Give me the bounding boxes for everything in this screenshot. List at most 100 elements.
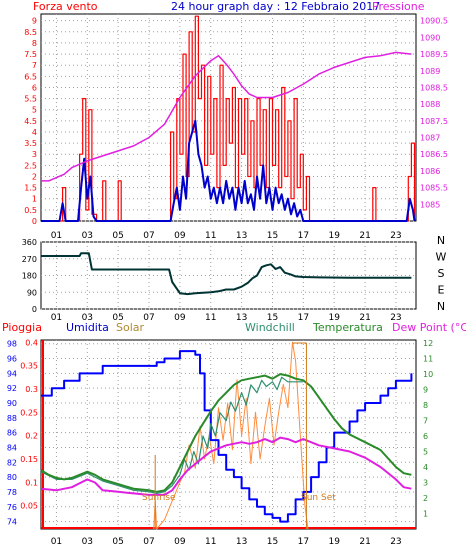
temperature-series-line	[40, 373, 412, 493]
wind-tick-8: 4	[32, 128, 37, 137]
temp-tick-2: 3	[423, 479, 428, 488]
x-tick-1-7: 15	[267, 231, 278, 241]
date-title: 24 hour graph day : 12 Febbraio 2017	[171, 0, 380, 13]
humidity-tick-8: 90	[7, 399, 17, 408]
temp-tick-1: 2	[423, 494, 428, 503]
wind-tick-2: 1	[32, 195, 37, 204]
x-tick-1-0: 01	[51, 231, 62, 241]
compass-label-3: E	[438, 284, 445, 297]
humidity-tick-5: 84	[7, 443, 17, 452]
sunrise-label: Sunrise	[142, 493, 176, 503]
humidity-series-line	[41, 350, 413, 523]
solar-series-line	[153, 341, 309, 530]
legend-solar: Solar	[116, 321, 145, 334]
temp-tick-6: 7	[423, 417, 428, 426]
humidity-tick-3: 80	[7, 473, 17, 482]
rain-tick-6: 0.35	[20, 362, 38, 371]
rain-tick-0: 0.05	[20, 502, 38, 511]
x-tick-3-10: 21	[359, 537, 370, 547]
x-tick-2-6: 13	[236, 313, 247, 323]
compass-label-1: W	[436, 251, 447, 264]
pressure-tick-8: 1089	[420, 67, 440, 76]
gust-series-line	[41, 119, 416, 222]
x-tick-2-0: 01	[51, 313, 62, 323]
legend-temperatura: Temperatura	[312, 321, 383, 334]
legend-pioggia: Pioggia	[2, 321, 42, 334]
x-tick-1-1: 03	[82, 231, 93, 241]
panel3-frame	[40, 339, 417, 530]
compass-label-4: N	[437, 300, 445, 313]
wind-tick-6: 3	[32, 150, 37, 159]
legend-windchill: Windchill	[245, 321, 295, 334]
x-tick-3-1: 03	[82, 537, 93, 547]
temp-tick-9: 10	[423, 370, 433, 379]
pressure-tick-10: 1090	[420, 33, 440, 42]
x-tick-2-11: 23	[390, 313, 401, 323]
x-tick-1-2: 05	[112, 231, 123, 241]
compass-label-0: N	[437, 234, 445, 247]
x-tick-1-3: 07	[143, 231, 154, 241]
rain-tick-2: 0.15	[20, 455, 38, 464]
x-tick-1-5: 11	[205, 231, 216, 241]
pressure-tick-5: 1087.5	[420, 117, 448, 126]
pressure-tick-11: 1090.5	[420, 17, 448, 26]
x-tick-3-0: 01	[51, 537, 62, 547]
humidity-tick-4: 82	[7, 458, 17, 467]
temp-tick-0: 1	[423, 510, 428, 519]
x-tick-1-10: 21	[359, 231, 370, 241]
x-tick-3-11: 23	[390, 537, 401, 547]
pressure-tick-9: 1089.5	[420, 50, 448, 59]
dir-tick-2: 180	[22, 272, 37, 281]
wind-tick-15: 7.5	[24, 50, 37, 59]
wind-tick-3: 1.5	[24, 184, 37, 193]
wind-tick-12: 6	[32, 83, 37, 92]
x-tick-3-7: 15	[267, 537, 278, 547]
x-tick-1-9: 19	[328, 231, 340, 241]
temp-tick-7: 8	[423, 401, 428, 410]
x-tick-2-5: 11	[205, 313, 216, 323]
x-tick-2-3: 07	[143, 313, 154, 323]
x-tick-3-2: 05	[112, 537, 123, 547]
x-tick-2-1: 03	[82, 313, 93, 323]
wind-tick-4: 2	[32, 172, 37, 181]
x-tick-3-4: 09	[174, 537, 186, 547]
wind-tick-5: 2.5	[24, 161, 37, 170]
pressure-tick-6: 1088	[420, 100, 440, 109]
rain-tick-4: 0.25	[20, 408, 38, 417]
pressure-tick-4: 1087	[420, 134, 440, 143]
temp-tick-8: 9	[423, 386, 428, 395]
wind-tick-11: 5.5	[24, 95, 37, 104]
pressure-tick-0: 1085	[420, 200, 440, 209]
panel1-frame	[40, 13, 417, 222]
rain-tick-7: 0.4	[25, 338, 38, 347]
x-tick-3-3: 07	[143, 537, 154, 547]
x-tick-2-10: 21	[359, 313, 370, 323]
x-tick-2-9: 19	[328, 313, 340, 323]
pressure-tick-1: 1085.5	[420, 184, 448, 193]
x-tick-2-2: 05	[112, 313, 123, 323]
axis-layer: 00.511.522.533.544.555.566.577.588.59108…	[7, 17, 448, 547]
humidity-tick-11: 96	[7, 355, 17, 364]
x-tick-3-8: 17	[298, 537, 309, 547]
humidity-tick-6: 86	[7, 429, 17, 438]
humidity-tick-12: 98	[7, 340, 17, 349]
dir-tick-1: 90	[27, 288, 37, 297]
humidity-tick-10: 94	[7, 369, 17, 378]
wind-tick-16: 8	[32, 39, 37, 48]
series-layer	[40, 15, 416, 530]
rain-tick-3: 0.2	[25, 432, 38, 441]
rain-tick-1: 0.1	[25, 478, 38, 487]
humidity-tick-2: 78	[7, 488, 17, 497]
wind-tick-13: 6.5	[24, 72, 37, 81]
wind-tick-9: 4.5	[24, 117, 37, 126]
rain-tick-5: 0.3	[25, 385, 38, 394]
x-tick-2-8: 17	[298, 313, 309, 323]
wind-tick-0: 0	[32, 217, 37, 226]
x-tick-1-6: 13	[236, 231, 247, 241]
x-tick-3-6: 13	[236, 537, 247, 547]
sunset-label: Sun Set	[301, 493, 336, 503]
wind-tick-14: 7	[32, 61, 37, 70]
x-tick-2-4: 09	[174, 313, 186, 323]
x-tick-3-9: 19	[328, 537, 340, 547]
wind-tick-18: 9	[32, 17, 37, 26]
